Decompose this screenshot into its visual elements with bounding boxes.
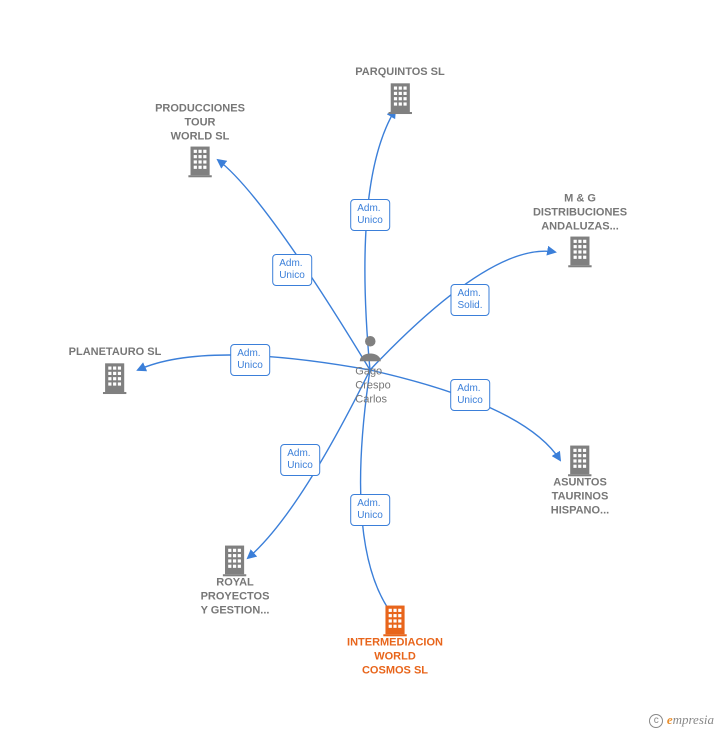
person-icon	[349, 333, 390, 361]
center-person-node[interactable]: Gago Crespo Carlos	[349, 333, 390, 406]
company-label: M & G DISTRIBUCIONES ANDALUZAS...	[533, 192, 627, 233]
building-icon	[551, 442, 609, 476]
building-icon	[69, 360, 162, 394]
company-node-asuntos[interactable]: ASUNTOS TAURINOS HISPANO...	[551, 442, 609, 517]
copyright-icon: c	[649, 714, 663, 728]
company-label: ROYAL PROYECTOS Y GESTION...	[201, 576, 270, 617]
company-node-intermediacion[interactable]: INTERMEDIACION WORLD COSMOS SL	[347, 602, 443, 677]
edge-label-asuntos: Adm. Unico	[450, 379, 490, 411]
company-label: PRODUCCIONES TOUR WORLD SL	[155, 102, 245, 143]
brand-name: empresia	[667, 712, 714, 727]
diagram-canvas: Adm. Unico Adm. Unico Adm. Solid. Adm. Unic…	[0, 0, 728, 740]
company-label: ASUNTOS TAURINOS HISPANO...	[551, 476, 609, 517]
company-label: PARQUINTOS SL	[355, 66, 444, 80]
edge-label-intermediacion: Adm. Unico	[350, 494, 390, 526]
company-label: INTERMEDIACION WORLD COSMOS SL	[347, 636, 443, 677]
building-icon	[355, 80, 444, 114]
footer-credit: c empresia	[649, 712, 714, 728]
company-node-parquintos[interactable]: PARQUINTOS SL	[355, 66, 444, 114]
edge-label-myg: Adm. Solid.	[450, 284, 489, 316]
edge-label-parquintos: Adm. Unico	[350, 199, 390, 231]
building-icon	[201, 542, 270, 576]
building-icon	[347, 602, 443, 636]
company-node-myg[interactable]: M & G DISTRIBUCIONES ANDALUZAS...	[533, 192, 627, 267]
company-label: PLANETAURO SL	[69, 346, 162, 360]
company-node-producciones[interactable]: PRODUCCIONES TOUR WORLD SL	[155, 102, 245, 177]
company-node-royal[interactable]: ROYAL PROYECTOS Y GESTION...	[201, 542, 270, 617]
building-icon	[155, 144, 245, 178]
center-label: Gago Crespo Carlos	[355, 365, 390, 406]
edge-label-royal: Adm. Unico	[280, 444, 320, 476]
company-node-planetauro[interactable]: PLANETAURO SL	[69, 346, 162, 394]
building-icon	[533, 234, 627, 268]
edge-label-planetauro: Adm. Unico	[230, 344, 270, 376]
edge-label-producciones: Adm. Unico	[272, 254, 312, 286]
edge-parquintos	[365, 110, 395, 370]
